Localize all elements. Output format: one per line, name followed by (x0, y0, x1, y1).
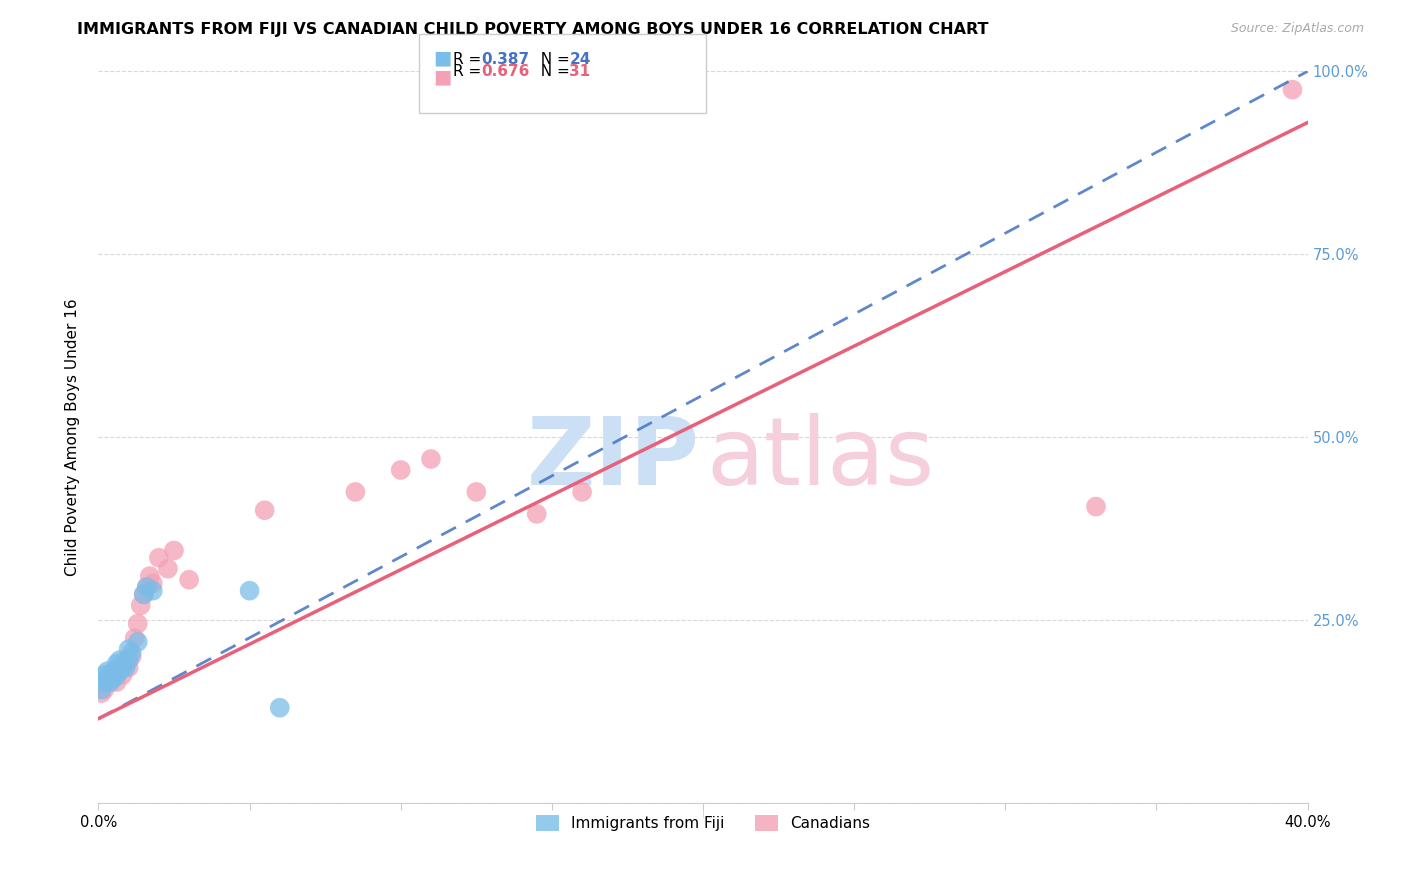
Point (135, 580, 157, 594)
Text: ■: ■ (433, 68, 451, 87)
Point (118, 653, 141, 667)
Point (103, 664, 125, 678)
Point (90, 682, 112, 697)
Point (139, 569, 162, 583)
Point (100, 672, 122, 686)
Point (108, 653, 131, 667)
Point (118, 642, 141, 657)
Point (96, 664, 118, 678)
Point (103, 667, 125, 681)
Point (420, 452, 443, 467)
Point (129, 599, 152, 613)
Text: Source: ZipAtlas.com: Source: ZipAtlas.com (1230, 22, 1364, 36)
Point (111, 667, 134, 681)
Point (90, 686, 112, 700)
Point (148, 550, 170, 565)
Point (389, 463, 412, 477)
Point (103, 672, 125, 686)
Text: N =: N = (531, 52, 575, 67)
Point (526, 507, 548, 521)
Point (1085, 500, 1108, 514)
Legend: Immigrants from Fiji, Canadians: Immigrants from Fiji, Canadians (529, 808, 877, 839)
Point (142, 583, 165, 598)
Point (127, 635, 149, 649)
Point (114, 653, 136, 667)
Text: R =: R = (453, 64, 486, 79)
Point (118, 660, 141, 674)
Point (114, 660, 136, 674)
Point (93, 682, 115, 697)
Point (124, 632, 146, 646)
Text: 0.676: 0.676 (481, 64, 529, 79)
Text: 24: 24 (569, 52, 591, 67)
Point (111, 660, 134, 674)
Text: R =: R = (453, 52, 486, 67)
Point (132, 587, 155, 601)
Point (93, 667, 115, 681)
Point (163, 543, 186, 558)
Point (105, 667, 128, 681)
Point (96, 672, 118, 686)
Point (93, 675, 115, 690)
Y-axis label: Child Poverty Among Boys Under 16: Child Poverty Among Boys Under 16 (65, 298, 80, 576)
Text: atlas: atlas (707, 413, 935, 505)
Text: IMMIGRANTS FROM FIJI VS CANADIAN CHILD POVERTY AMONG BOYS UNDER 16 CORRELATION C: IMMIGRANTS FROM FIJI VS CANADIAN CHILD P… (77, 22, 988, 37)
Point (269, 700, 291, 714)
Point (344, 485, 367, 500)
Point (135, 580, 157, 594)
Point (571, 485, 593, 500)
Text: ■: ■ (433, 48, 451, 67)
Point (121, 646, 143, 660)
Text: 0.387: 0.387 (481, 52, 529, 67)
Text: 31: 31 (569, 64, 591, 79)
Point (105, 657, 128, 671)
Text: N =: N = (531, 64, 575, 79)
Point (121, 649, 143, 664)
Point (127, 616, 149, 631)
Point (1281, 83, 1303, 97)
Point (465, 485, 488, 500)
Point (100, 667, 122, 681)
Point (156, 562, 179, 576)
Point (108, 660, 131, 674)
Point (179, 573, 201, 587)
Point (105, 675, 128, 690)
Point (132, 587, 155, 601)
Point (96, 675, 118, 690)
Point (100, 675, 122, 690)
Point (108, 664, 131, 678)
Text: ZIP: ZIP (526, 413, 699, 505)
Point (142, 576, 165, 591)
Point (239, 583, 262, 598)
Point (253, 503, 276, 517)
